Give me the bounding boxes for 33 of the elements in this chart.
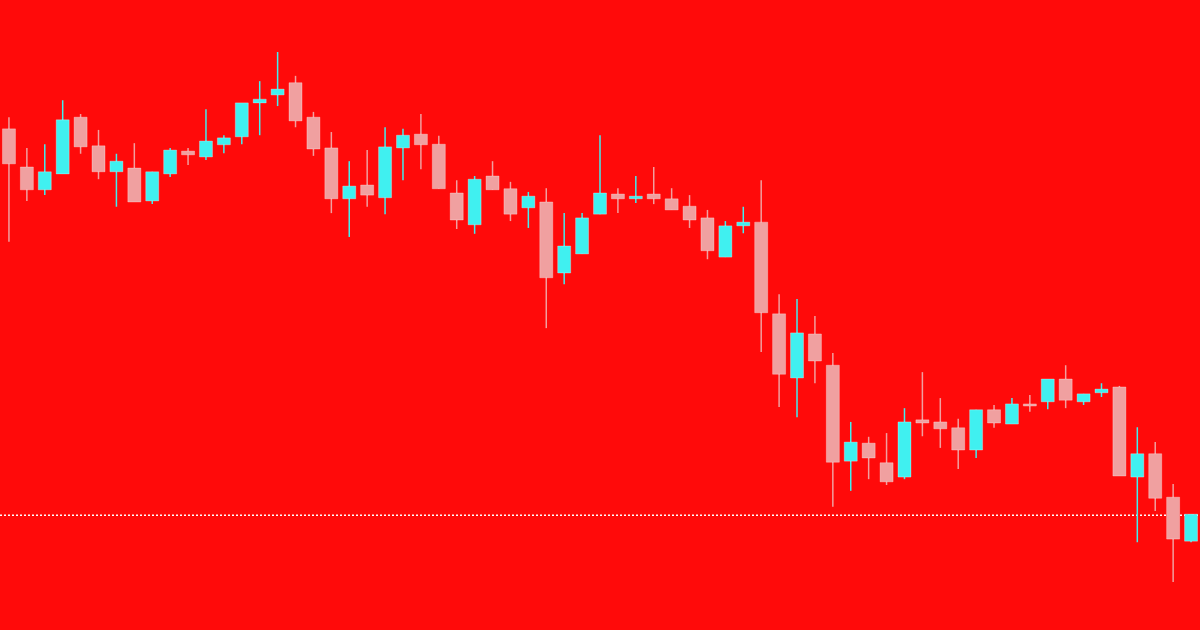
- candlestick: [521, 191, 536, 229]
- candlestick: [933, 397, 948, 449]
- candlestick: [396, 128, 410, 182]
- candlestick: [1023, 394, 1037, 413]
- candlestick: [861, 436, 876, 480]
- candlestick: [252, 80, 267, 136]
- candlestick: [629, 175, 643, 204]
- candlestick: [37, 143, 52, 196]
- candlestick: [181, 147, 195, 166]
- candlestick: [270, 51, 285, 107]
- candlestick: [109, 153, 124, 208]
- candlestick: [485, 160, 500, 191]
- candlestick: [682, 194, 697, 229]
- candlestick: [1058, 364, 1073, 409]
- candlestick: [342, 160, 357, 238]
- candlestick: [414, 113, 428, 170]
- candlestick: [1040, 378, 1055, 410]
- candlestick: [915, 371, 930, 437]
- candlestick: [199, 108, 213, 161]
- candlestick: [20, 147, 34, 202]
- candlestick: [843, 421, 858, 492]
- candlestick: [163, 147, 177, 178]
- candlestick: [1005, 397, 1019, 425]
- candlestick: [879, 432, 894, 486]
- candlestick: [646, 166, 661, 205]
- candlestick: [987, 404, 1001, 429]
- candlestick: [664, 187, 679, 211]
- candlestick: [217, 134, 231, 154]
- candlestick: [736, 206, 751, 235]
- candlestick: [360, 149, 374, 208]
- candlestick: [593, 134, 607, 215]
- candlestick: [611, 187, 625, 214]
- candlestick: [951, 418, 966, 470]
